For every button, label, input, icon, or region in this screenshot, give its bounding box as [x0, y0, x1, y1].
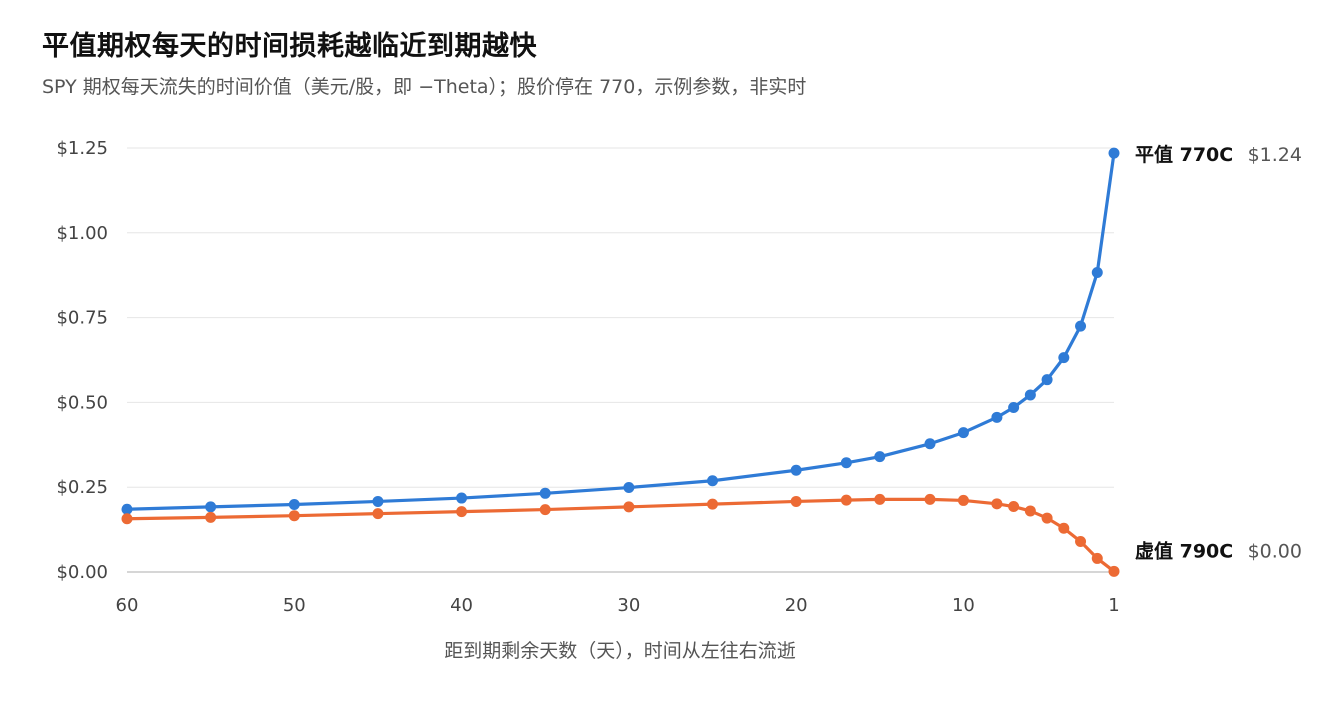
data-point [707, 498, 719, 510]
x-axis-ticks: 60 50 40 30 20 10 1 [116, 595, 1120, 616]
series-line-1 [125, 151, 1116, 511]
data-point [205, 501, 217, 513]
series-name-label: 平值 770C [1135, 143, 1233, 166]
chart-subtitle: SPY 期权每天流失的时间价值（美元/股，即 −Theta）；股价停在 770，… [42, 76, 807, 98]
data-point [840, 494, 852, 506]
data-point [623, 482, 635, 494]
x-tick-label: 50 [283, 595, 306, 616]
series-line-2 [125, 497, 1116, 573]
data-point [1091, 552, 1103, 564]
x-tick-label: 30 [617, 595, 640, 616]
data-point [121, 503, 133, 515]
data-point [1058, 522, 1070, 534]
data-point [707, 475, 719, 487]
data-point [790, 464, 802, 476]
data-point [1008, 501, 1020, 513]
data-point [539, 504, 551, 516]
data-point [874, 493, 886, 505]
data-point [372, 495, 384, 507]
data-point [1075, 535, 1087, 547]
data-point [456, 492, 468, 504]
series-name-label: 虚值 790C [1135, 539, 1233, 562]
y-tick-label: $0.25 [56, 477, 108, 498]
y-tick-label: $1.00 [56, 223, 108, 244]
data-point [1008, 401, 1020, 413]
y-tick-label: $0.75 [56, 308, 108, 329]
x-tick-label: 60 [116, 595, 139, 616]
data-point [1108, 147, 1120, 159]
data-point [1075, 320, 1087, 332]
x-tick-label: 40 [450, 595, 473, 616]
data-point [1091, 266, 1103, 278]
y-tick-label: $1.25 [56, 138, 108, 159]
series-end-value: $0.00 [1248, 540, 1302, 562]
series-end-value: $1.24 [1248, 144, 1302, 166]
y-axis-ticks: $0.00 $0.25 $0.50 $0.75 $1.00 $1.25 [56, 138, 108, 583]
series-group [121, 147, 1120, 577]
data-point [1058, 352, 1070, 364]
chart-title: 平值期权每天的时间损耗越临近到期越快 [42, 31, 537, 62]
y-tick-label: $0.50 [56, 392, 108, 413]
data-point [1024, 505, 1036, 517]
data-point [924, 493, 936, 505]
data-point [456, 506, 468, 518]
data-point [372, 508, 384, 520]
data-point [623, 501, 635, 513]
data-point [121, 513, 133, 525]
data-point [957, 427, 969, 439]
data-point [288, 498, 300, 510]
x-tick-label: 10 [952, 595, 975, 616]
data-point [957, 494, 969, 506]
data-point [991, 411, 1003, 423]
data-point [840, 457, 852, 469]
data-point [539, 487, 551, 499]
data-point [1041, 374, 1053, 386]
y-tick-label: $0.00 [56, 562, 108, 583]
data-point [790, 495, 802, 507]
data-point [288, 510, 300, 522]
x-axis-label: 距到期剩余天数（天），时间从左往右流逝 [444, 640, 796, 662]
data-point [205, 511, 217, 523]
data-point [1041, 512, 1053, 524]
data-point [991, 498, 1003, 510]
data-point [924, 438, 936, 450]
x-tick-label: 20 [785, 595, 808, 616]
end-labels: 平值 770C $1.24 虚值 790C $0.00 [1135, 143, 1302, 562]
x-tick-label: 1 [1108, 595, 1119, 616]
data-point [1024, 389, 1036, 401]
data-point [1108, 565, 1120, 577]
data-point [874, 451, 886, 463]
